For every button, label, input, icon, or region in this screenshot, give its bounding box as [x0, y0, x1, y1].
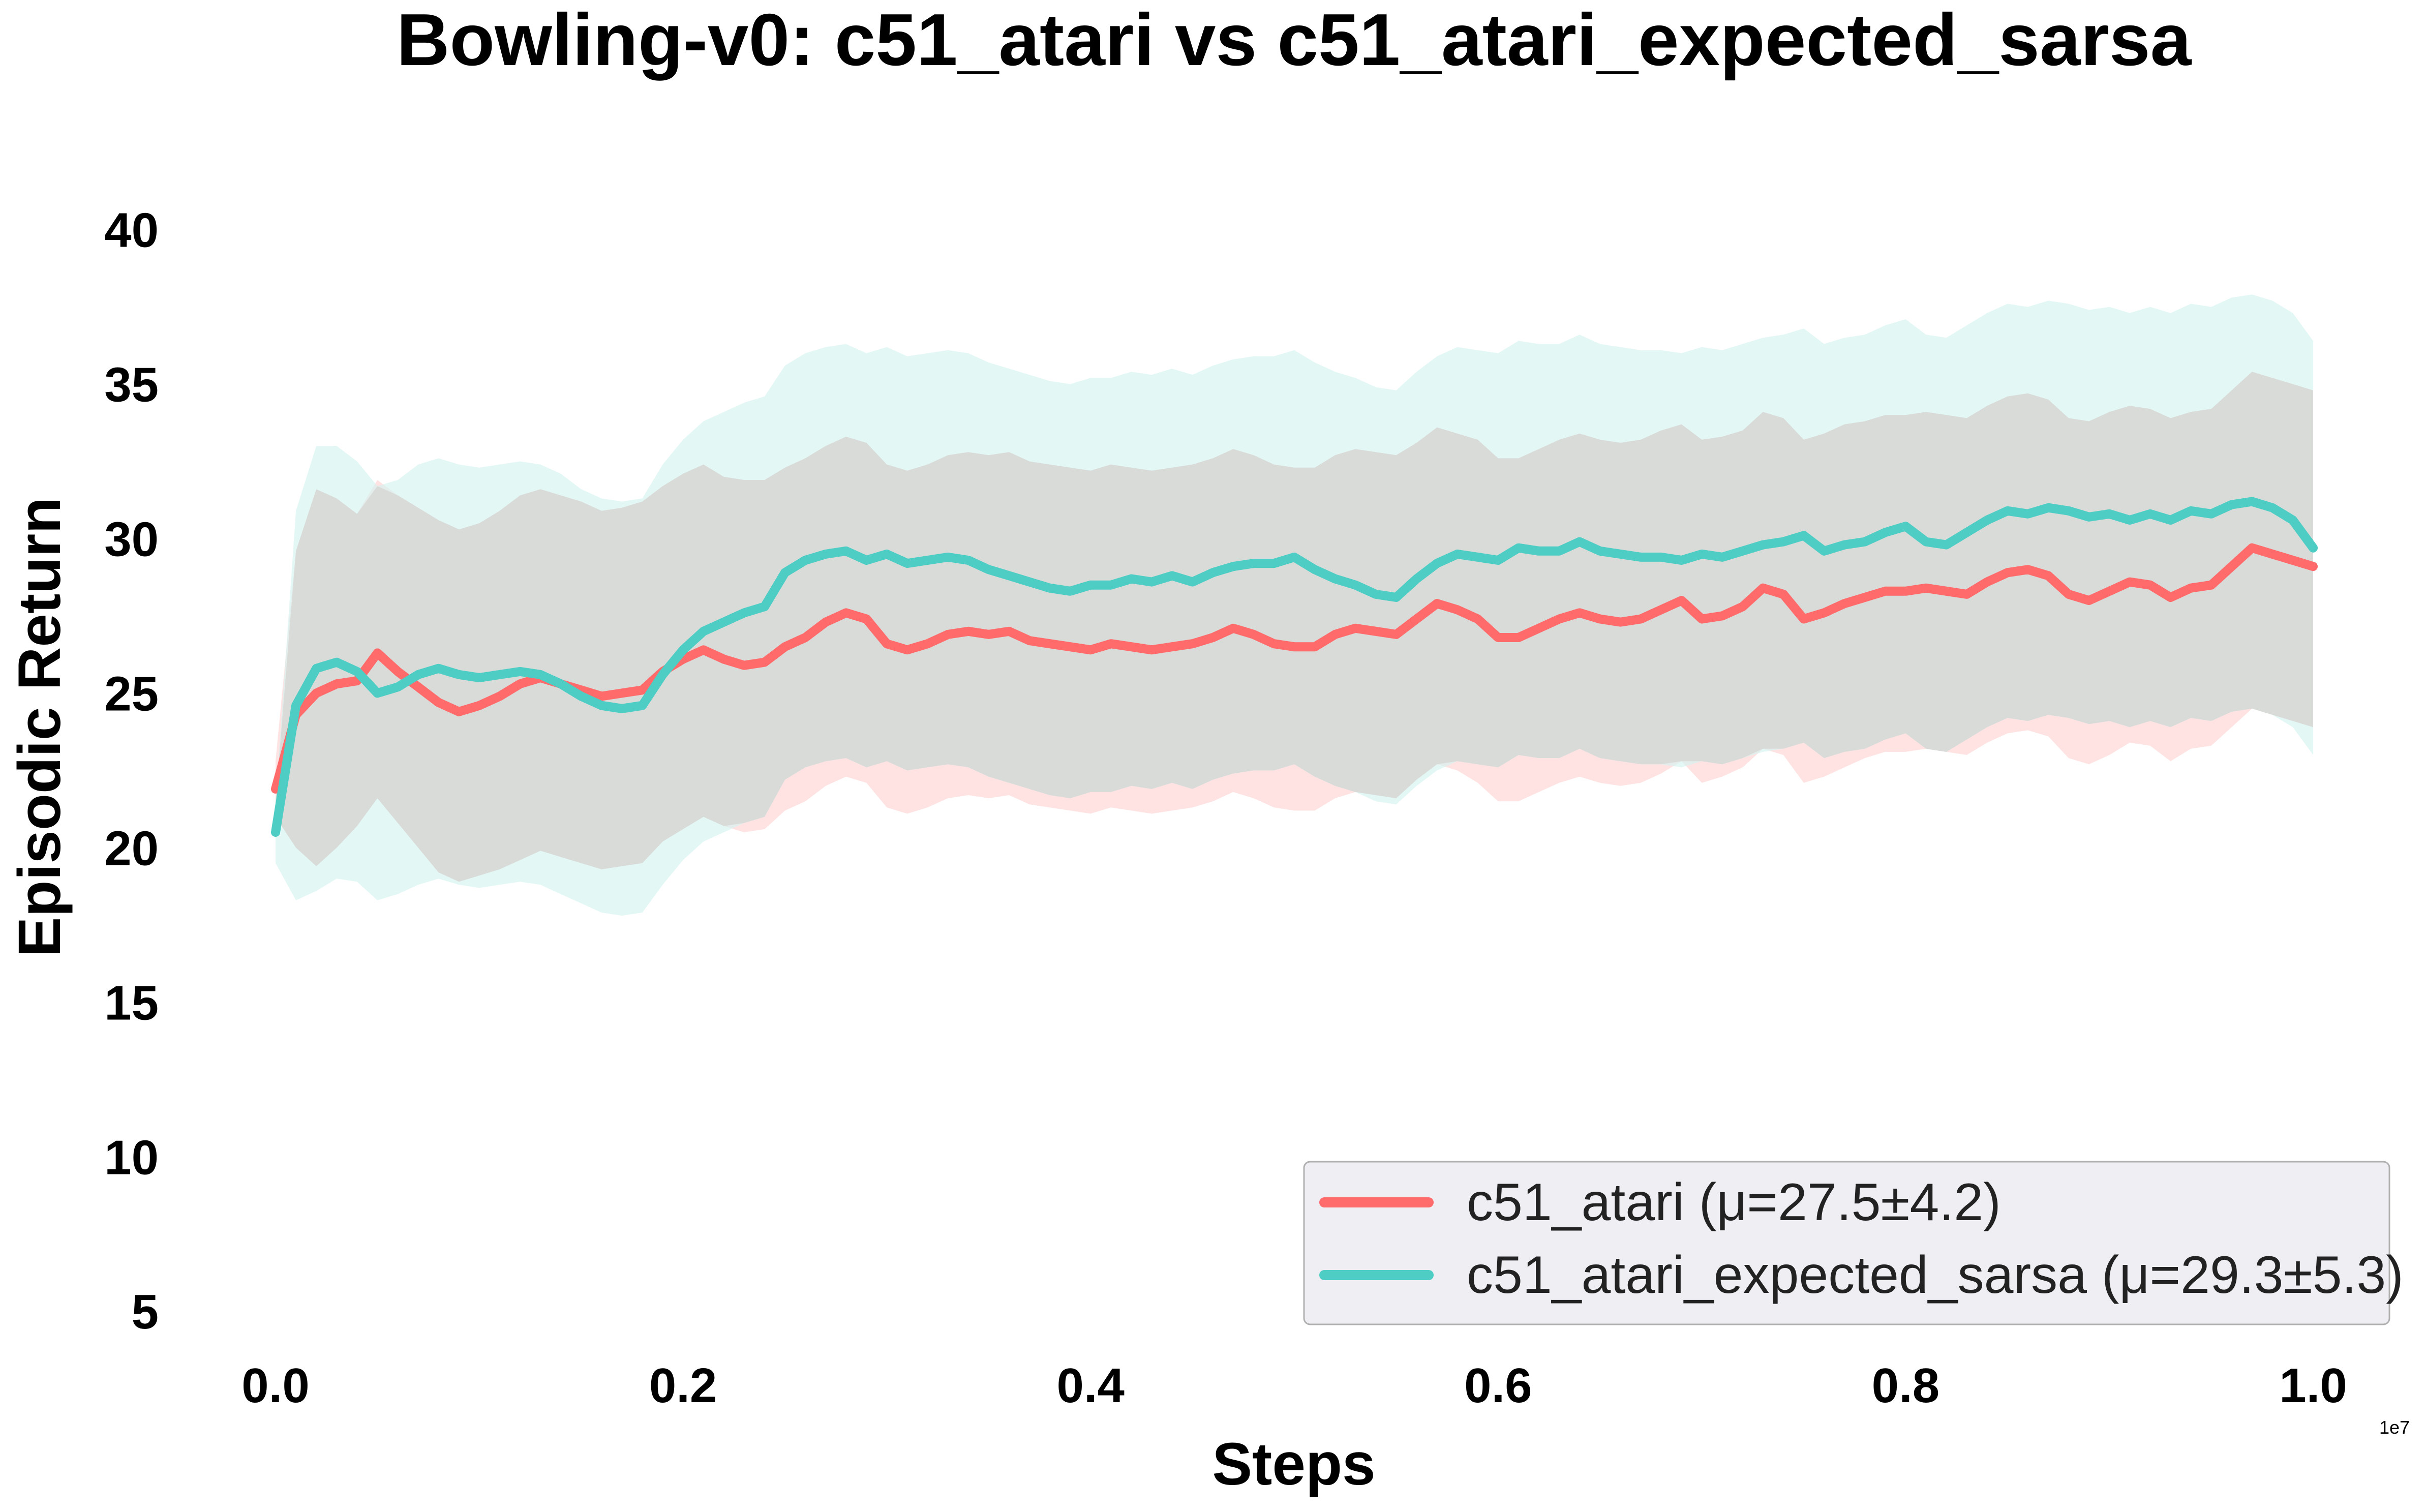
- line-c51-atari-expected-sarsa: [271, 497, 2318, 837]
- y-tick-label: 20: [104, 821, 159, 875]
- x-tick-label: 1.0: [2279, 1358, 2347, 1413]
- line-c51-atari: [271, 543, 2318, 794]
- x-tick-label: 0.0: [241, 1358, 309, 1413]
- y-tick-label: 30: [104, 512, 159, 566]
- series-lines: [271, 497, 2318, 837]
- y-axis-ticks: 5 10 15 20 25 30 35 40: [104, 203, 159, 1340]
- y-tick-label: 25: [104, 667, 159, 721]
- x-tick-label: 0.6: [1464, 1358, 1532, 1413]
- y-tick-label: 35: [104, 358, 159, 412]
- x-tick-label: 0.8: [1872, 1358, 1939, 1413]
- legend-label-c51-atari-expected-sarsa: c51_atari_expected_sarsa (μ=29.3±5.3): [1467, 1246, 2404, 1305]
- y-tick-label: 10: [104, 1130, 159, 1185]
- x-tick-label: 0.4: [1056, 1358, 1124, 1413]
- x-axis-exponent: 1e7: [2379, 1417, 2410, 1438]
- y-axis-label: Episodic Return: [6, 497, 73, 957]
- y-tick-label: 15: [104, 976, 159, 1030]
- band-overlap: [276, 372, 2313, 882]
- confidence-bands: [276, 294, 2313, 916]
- y-tick-label: 40: [104, 203, 159, 258]
- x-tick-label: 0.2: [649, 1358, 717, 1413]
- legend-frame: [1303, 1161, 2390, 1325]
- legend: c51_atari (μ=27.5±4.2) c51_atari_expecte…: [1303, 1161, 2404, 1325]
- x-axis-label: Steps: [1212, 1431, 1375, 1498]
- legend-label-c51-atari: c51_atari (μ=27.5±4.2): [1467, 1173, 2001, 1232]
- chart-title: Bowling-v0: c51_atari vs c51_atari_expec…: [397, 0, 2192, 81]
- y-tick-label: 5: [132, 1285, 159, 1339]
- x-axis-ticks: 0.0 0.2 0.4 0.6 0.8 1.0: [241, 1358, 2347, 1413]
